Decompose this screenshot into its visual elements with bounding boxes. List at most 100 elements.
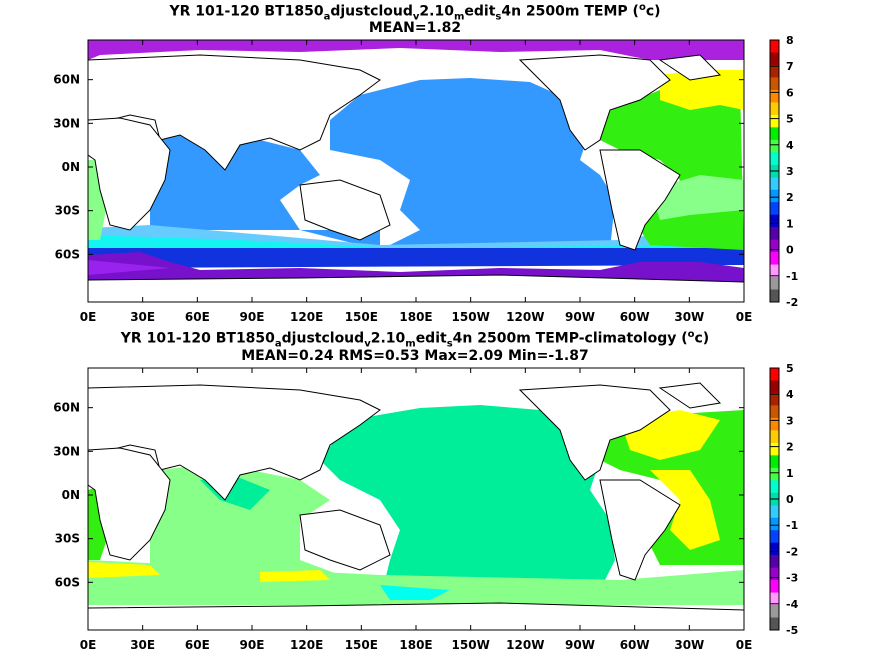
colorbar-swatch bbox=[770, 467, 779, 481]
colorbar-swatch bbox=[770, 289, 779, 303]
x-tick-label: 0E bbox=[736, 310, 753, 324]
x-tick-label: 180E bbox=[399, 638, 432, 652]
panel1-land-north-america bbox=[518, 54, 671, 151]
colorbar-swatch bbox=[770, 89, 779, 103]
panel1-land-eurasia bbox=[88, 54, 381, 171]
colorbar-swatch bbox=[770, 505, 779, 519]
x-tick-label: 150W bbox=[452, 638, 490, 652]
colorbar-swatch bbox=[770, 417, 779, 431]
panel2-pacific-field bbox=[320, 405, 615, 600]
colorbar-swatch bbox=[770, 277, 779, 291]
colorbar-tick-label: 3 bbox=[786, 414, 794, 427]
x-tick-label: 60W bbox=[620, 310, 650, 324]
x-tick-label: 150E bbox=[345, 310, 378, 324]
y-tick-label: 60N bbox=[53, 73, 80, 87]
x-tick-label: 120W bbox=[506, 638, 544, 652]
colorbar-tick-label: 0 bbox=[786, 244, 794, 257]
y-tick-label: 0N bbox=[62, 160, 80, 174]
panel1-map bbox=[88, 40, 744, 302]
colorbar-tick-label: -2 bbox=[786, 296, 798, 309]
colorbar-tick-label: 1 bbox=[786, 217, 794, 230]
colorbar-swatch bbox=[770, 40, 779, 53]
x-tick-label: 150W bbox=[452, 310, 490, 324]
x-tick-label: 90W bbox=[565, 638, 595, 652]
colorbar-swatch bbox=[770, 542, 779, 556]
colorbar-swatch bbox=[770, 64, 779, 78]
colorbar-tick-label: 4 bbox=[786, 388, 794, 401]
panel1-deep-blue-band bbox=[88, 248, 744, 268]
colorbar-swatch bbox=[770, 617, 779, 631]
x-tick-label: 150E bbox=[345, 638, 378, 652]
colorbar-swatch bbox=[770, 239, 779, 253]
x-tick-label: 0E bbox=[736, 638, 753, 652]
colorbar-swatch bbox=[770, 380, 779, 394]
colorbar-swatch bbox=[770, 189, 779, 203]
x-tick-label: 30E bbox=[130, 310, 155, 324]
panel1-pacific-field bbox=[330, 78, 615, 250]
panel2-land-africa bbox=[88, 447, 171, 561]
colorbar-swatch bbox=[770, 555, 779, 569]
y-tick-label: 30N bbox=[53, 444, 80, 458]
x-tick-label: 0E bbox=[80, 638, 97, 652]
colorbar-swatch bbox=[770, 152, 779, 166]
colorbar-tick-label: -4 bbox=[786, 598, 799, 611]
colorbar-swatch bbox=[770, 455, 779, 469]
colorbar-tick-label: 4 bbox=[786, 139, 794, 152]
colorbar-swatch bbox=[770, 392, 779, 406]
panel1-indian-ocean-field bbox=[150, 130, 380, 250]
colorbar-swatch bbox=[770, 77, 779, 91]
colorbar-swatch bbox=[770, 114, 779, 128]
colorbar-tick-label: 3 bbox=[786, 165, 794, 178]
panel1-title: YR 101-120 BT1850adjustcloudv2.10medits4… bbox=[169, 2, 661, 23]
panel1-stats: MEAN=1.82 bbox=[368, 20, 462, 36]
colorbar-tick-label: -5 bbox=[786, 624, 798, 637]
colorbar-tick-label: 8 bbox=[786, 34, 794, 47]
colorbar-swatch bbox=[770, 442, 779, 456]
panel2-southern-field bbox=[88, 560, 744, 605]
x-tick-label: 120W bbox=[506, 310, 544, 324]
colorbar-tick-label: 6 bbox=[786, 86, 794, 99]
panel2-indian-ocean-field bbox=[150, 465, 380, 590]
x-tick-label: 180E bbox=[399, 310, 432, 324]
colorbar-tick-label: 5 bbox=[786, 113, 794, 126]
colorbar-swatch bbox=[770, 52, 779, 66]
y-tick-label: 30N bbox=[53, 116, 80, 130]
y-tick-label: 60N bbox=[53, 401, 80, 415]
colorbar-swatch bbox=[770, 252, 779, 266]
panel2-land-australia bbox=[299, 509, 391, 571]
x-tick-label: 60E bbox=[185, 310, 210, 324]
x-tick-label: 120E bbox=[290, 310, 323, 324]
y-tick-label: 60S bbox=[55, 247, 80, 261]
colorbar-swatch bbox=[770, 530, 779, 544]
panel2-stats: MEAN=0.24 RMS=0.53 Max=2.09 Min=-1.87 bbox=[241, 348, 589, 364]
colorbar-swatch bbox=[770, 202, 779, 216]
x-tick-label: 0E bbox=[80, 310, 97, 324]
y-tick-label: 0N bbox=[62, 488, 80, 502]
colorbar-swatch bbox=[770, 605, 779, 619]
colorbar-swatch bbox=[770, 139, 779, 153]
x-tick-label: 90W bbox=[565, 310, 595, 324]
x-tick-label: 30E bbox=[130, 638, 155, 652]
y-tick-label: 30S bbox=[55, 532, 80, 546]
colorbar-swatch bbox=[770, 227, 779, 241]
panel1-land-africa bbox=[88, 117, 171, 231]
colorbar-tick-label: -1 bbox=[786, 519, 798, 532]
colorbar-tick-label: 2 bbox=[786, 191, 794, 204]
panel1-land-south-america bbox=[599, 149, 681, 251]
x-tick-label: 30W bbox=[674, 310, 704, 324]
panel2-land-antarctica bbox=[88, 602, 744, 630]
x-tick-label: 120E bbox=[290, 638, 323, 652]
panel1-land-australia bbox=[299, 179, 391, 241]
axes: 0E 30E 60E 90E 120E 150E 180E 150W 120W 90W 60W 30W… bbox=[53, 40, 752, 652]
colorbar-tick-label: -3 bbox=[786, 572, 798, 585]
panel2-title: YR 101-120 BT1850adjustcloudv2.10medits4… bbox=[120, 329, 710, 350]
panel2-land-eurasia bbox=[88, 384, 381, 501]
colorbar-swatch bbox=[770, 368, 779, 381]
panel1-land-antarctica bbox=[88, 274, 744, 302]
y-tick-label: 60S bbox=[55, 575, 80, 589]
colorbar-swatch bbox=[770, 102, 779, 116]
colorbar-swatch bbox=[770, 405, 779, 419]
colorbar-tick-label: 5 bbox=[786, 362, 794, 375]
colorbar-swatch bbox=[770, 214, 779, 228]
colorbars: 8 7 6 5 4 3 2 1 0 -1 -2 5 4 3 2 1 0 -1 -2 -3 -4 -5 bbox=[769, 34, 799, 637]
